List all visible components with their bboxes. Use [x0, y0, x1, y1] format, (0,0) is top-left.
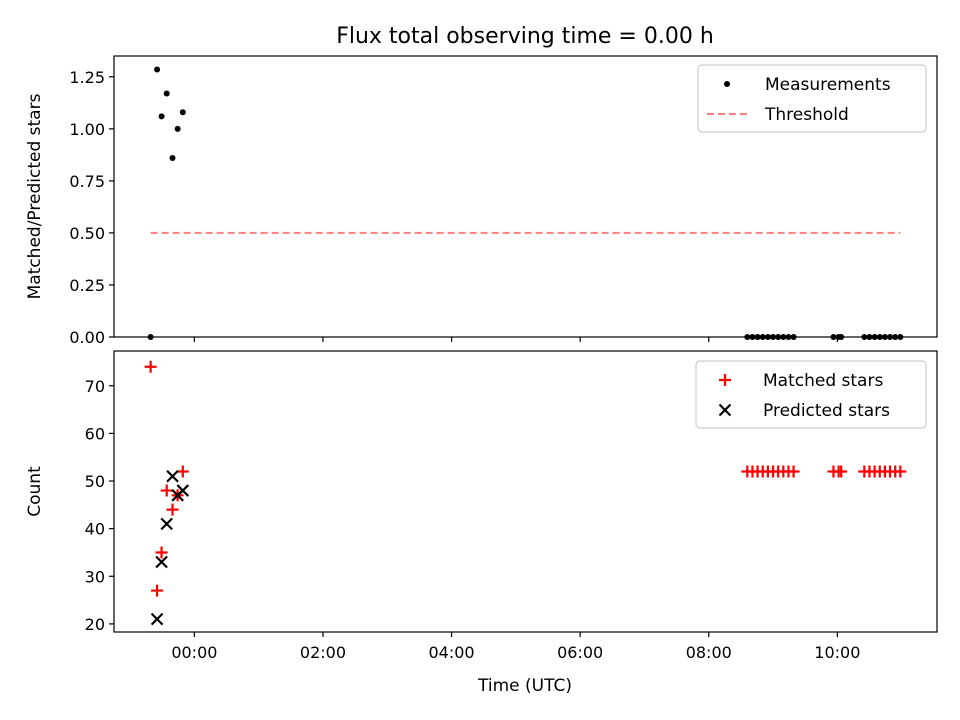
data-point — [160, 517, 174, 531]
legend-label: Predicted stars — [763, 401, 890, 421]
y-axis-label: Matched/Predicted stars — [25, 93, 45, 299]
legend-marker — [719, 374, 731, 386]
data-point — [166, 469, 179, 483]
data-point — [151, 584, 164, 597]
y-tick-label: 0.25 — [69, 276, 105, 295]
legend-box — [695, 360, 927, 429]
legend-marker — [724, 81, 730, 87]
data-point — [176, 465, 189, 478]
x-tick-label: 02:00 — [300, 643, 346, 662]
x-tick-label: 10:00 — [814, 643, 860, 662]
legend: Matched stars Predicted stars — [695, 360, 927, 429]
data-point — [176, 484, 190, 497]
y-tick-label: 1.00 — [69, 120, 105, 139]
chart-title: Flux total observing time = 0.00 h — [336, 24, 714, 49]
data-point — [158, 113, 165, 120]
data-point — [179, 109, 186, 116]
legend-label: Matched stars — [763, 371, 883, 391]
flux-ratio-panel: 0.00 0.25 0.50 0.75 1.00 1.25 Matched/Predicte… — [25, 55, 938, 347]
series-matched-stars — [144, 360, 907, 597]
x-tick-label: 00:00 — [171, 643, 217, 662]
y-tick-label: 0.00 — [69, 328, 105, 347]
data-point — [174, 125, 181, 132]
y-tick-label: 60 — [85, 424, 105, 443]
axes-frame — [113, 55, 938, 338]
data-point — [835, 465, 848, 478]
plot-area — [144, 360, 907, 626]
x-axis-label: Time (UTC) — [477, 676, 572, 696]
data-point — [894, 465, 907, 478]
series-predicted-stars — [150, 469, 190, 626]
x-tick-label: 04:00 — [429, 643, 475, 662]
y-tick-label: 20 — [85, 615, 105, 634]
legend-box — [697, 64, 927, 133]
legend-label: Measurements — [765, 75, 891, 95]
y-tick-label: 40 — [85, 520, 105, 539]
x-tick-label: 08:00 — [686, 643, 732, 662]
data-point — [787, 465, 800, 478]
legend-label: Threshold — [764, 105, 849, 125]
y-tick-label: 50 — [85, 472, 105, 491]
y-tick-label: 30 — [85, 567, 105, 586]
y-tick-label: 70 — [85, 377, 105, 396]
axes-frame — [113, 350, 938, 633]
data-point — [166, 503, 179, 516]
data-point — [154, 66, 161, 73]
legend-marker — [718, 403, 732, 417]
x-tick-label: 06:00 — [557, 643, 603, 662]
data-point — [163, 90, 170, 97]
data-point — [150, 612, 164, 626]
y-tick-label: 1.25 — [69, 68, 105, 87]
data-point — [169, 154, 176, 161]
data-point — [144, 360, 157, 373]
y-tick-label: 0.75 — [69, 172, 105, 191]
legend: Measurements Threshold — [697, 64, 927, 133]
y-axis-label: Count — [25, 466, 45, 517]
data-point — [155, 555, 168, 569]
count-panel: 20 30 40 50 60 70 00:00 02:00 04:00 06:00 08:00 10:… — [25, 350, 938, 662]
data-point — [160, 484, 173, 497]
data-point — [155, 546, 168, 559]
plot-area — [147, 66, 904, 340]
y-tick-label: 0.50 — [69, 224, 105, 243]
